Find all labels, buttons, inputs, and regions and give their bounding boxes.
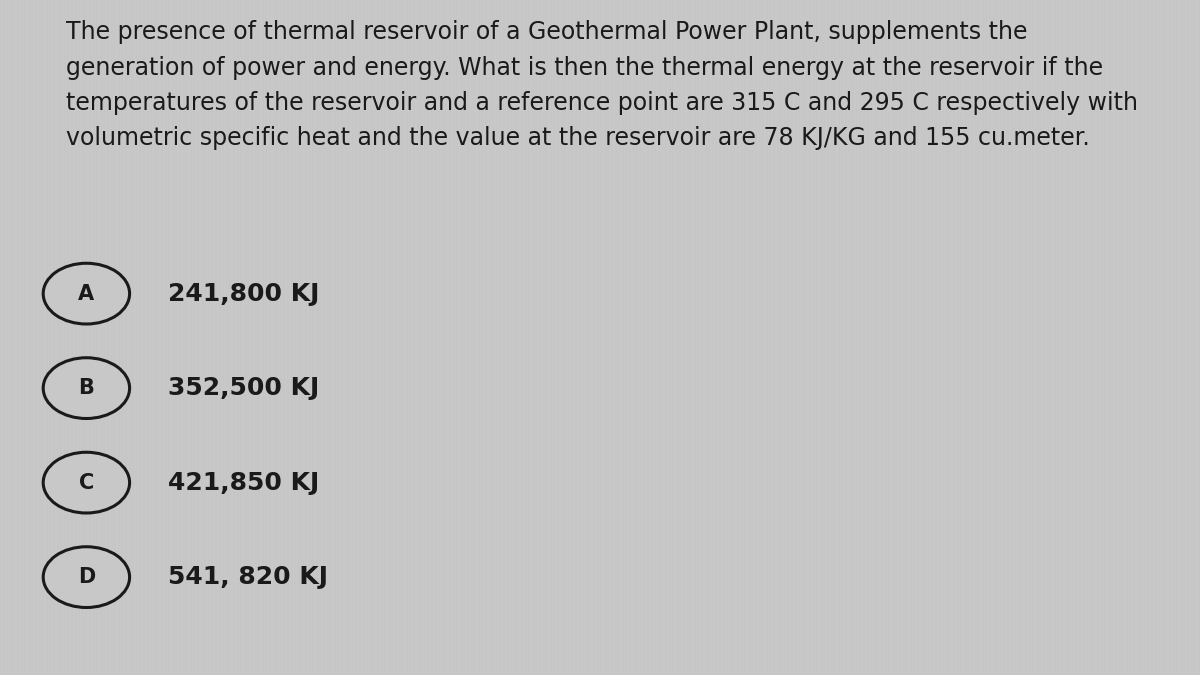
- Text: 241,800 KJ: 241,800 KJ: [168, 281, 319, 306]
- Text: 421,850 KJ: 421,850 KJ: [168, 470, 319, 495]
- Text: B: B: [78, 378, 95, 398]
- Ellipse shape: [43, 358, 130, 418]
- Text: 541, 820 KJ: 541, 820 KJ: [168, 565, 328, 589]
- Ellipse shape: [43, 263, 130, 324]
- Text: C: C: [79, 472, 94, 493]
- Ellipse shape: [43, 452, 130, 513]
- Text: A: A: [78, 284, 95, 304]
- Text: The presence of thermal reservoir of a Geothermal Power Plant, supplements the
g: The presence of thermal reservoir of a G…: [66, 20, 1138, 151]
- Text: 352,500 KJ: 352,500 KJ: [168, 376, 319, 400]
- Ellipse shape: [43, 547, 130, 608]
- Text: D: D: [78, 567, 95, 587]
